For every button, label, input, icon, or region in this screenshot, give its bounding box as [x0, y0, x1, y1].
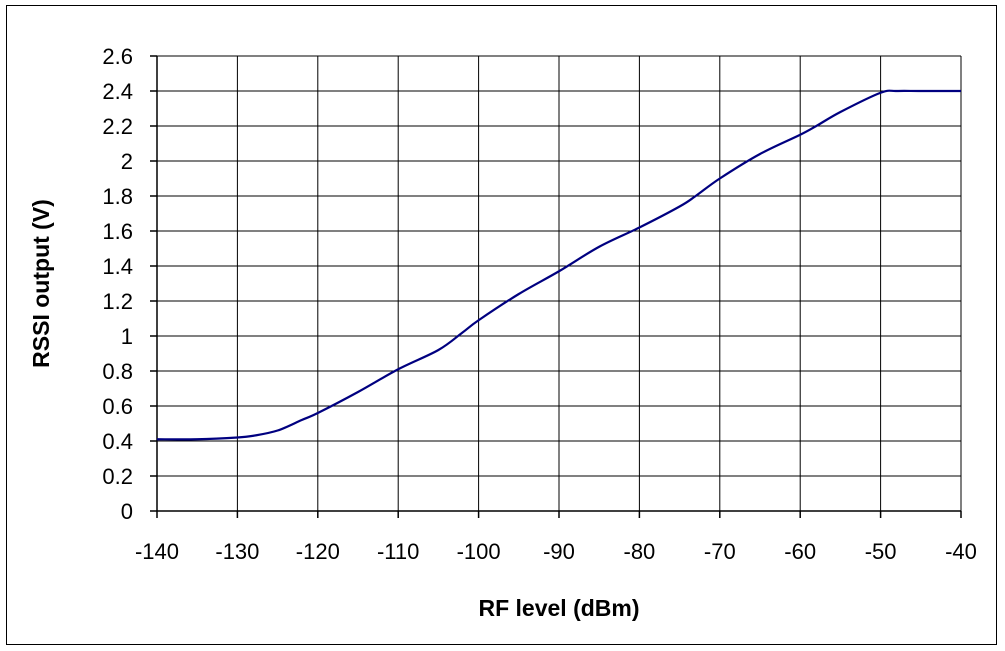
series-layer: [156, 89, 961, 441]
y-tick-label: 0.4: [102, 429, 133, 454]
y-tick-label: 2.2: [102, 114, 133, 139]
y-tick-label: 1: [121, 324, 133, 349]
y-tick-label: 0.8: [102, 359, 133, 384]
y-tick-label: 1.8: [102, 184, 133, 209]
chart-frame: -140 -130 -120 -110 -100 -90 -80 -70 -60 -50 -40 0 0…: [6, 5, 997, 645]
axes: [150, 55, 962, 518]
x-tick-label: -60: [784, 539, 816, 564]
x-tick-label: -50: [865, 539, 897, 564]
rssi-chart: -140 -130 -120 -110 -100 -90 -80 -70 -60 -50 -40 0 0…: [28, 44, 977, 621]
y-tick-label: 2: [121, 149, 133, 174]
x-tick-label: -100: [457, 539, 501, 564]
y-tick-label: 1.6: [102, 219, 133, 244]
y-tick-label: 2.4: [102, 79, 133, 104]
y-tick-label: 0.2: [102, 464, 133, 489]
x-tick-label: -80: [624, 539, 656, 564]
grid: [157, 55, 962, 511]
tick-labels: -140 -130 -120 -110 -100 -90 -80 -70 -60 -50 -40 0 0…: [102, 44, 976, 564]
x-tick-label: -40: [945, 539, 977, 564]
x-tick-label: -70: [704, 539, 736, 564]
x-tick-label: -90: [543, 539, 575, 564]
x-tick-label: -110: [377, 539, 419, 564]
y-tick-label: 1.4: [102, 254, 133, 279]
x-axis-title: RF level (dBm): [478, 595, 639, 621]
y-tick-label: 2.6: [102, 44, 133, 69]
x-tick-label: -130: [215, 539, 259, 564]
x-tick-label: -120: [296, 539, 340, 564]
y-tick-label: 1.2: [102, 289, 133, 314]
series-line: [156, 89, 961, 441]
y-axis-title: RSSI output (V): [28, 199, 54, 368]
y-tick-label: 0: [121, 499, 133, 524]
x-tick-label: -140: [135, 539, 179, 564]
y-tick-label: 0.6: [102, 394, 133, 419]
